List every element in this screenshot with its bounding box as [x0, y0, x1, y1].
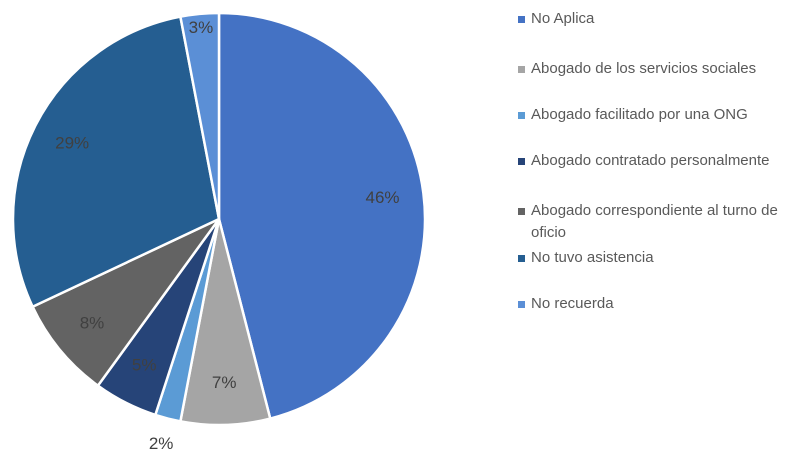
legend-item: Abogado contratado personalmente	[518, 150, 796, 172]
legend-label: Abogado contratado personalmente	[531, 152, 770, 169]
legend-label: Abogado correspondiente al turno de ofic…	[531, 202, 778, 241]
data-label: 7%	[212, 373, 237, 392]
pie-slice	[11, 15, 221, 309]
legend-item: No recuerda	[518, 293, 796, 315]
legend-item: Abogado de los servicios sociales	[518, 58, 796, 80]
data-label: 46%	[365, 188, 399, 207]
pie-slice	[178, 11, 221, 220]
legend-swatch	[518, 112, 525, 119]
legend-item: No Aplica	[518, 8, 796, 30]
pie-slice	[30, 217, 221, 388]
legend-swatch	[518, 208, 525, 215]
legend-item: Abogado facilitado por una ONG	[518, 104, 796, 126]
legend-swatch	[518, 301, 525, 308]
legend-swatch	[518, 16, 525, 23]
legend-item: Abogado correspondiente al turno de ofic…	[518, 200, 796, 244]
data-label: 2%	[149, 434, 174, 453]
pie-slice	[217, 11, 427, 421]
data-label: 3%	[189, 18, 214, 37]
legend-item: No tuvo asistencia	[518, 247, 796, 269]
legend-label: Abogado facilitado por una ONG	[531, 106, 748, 123]
legend-swatch	[518, 66, 525, 73]
legend-label: Abogado de los servicios sociales	[531, 60, 757, 77]
data-label: 5%	[132, 355, 157, 374]
legend-swatch	[518, 158, 525, 165]
legend-label: No Aplica	[531, 10, 595, 27]
legend-label: No recuerda	[531, 295, 614, 312]
legend-swatch	[518, 255, 525, 262]
data-label: 29%	[55, 134, 89, 153]
data-label: 8%	[80, 314, 105, 333]
legend-label: No tuvo asistencia	[531, 249, 654, 266]
